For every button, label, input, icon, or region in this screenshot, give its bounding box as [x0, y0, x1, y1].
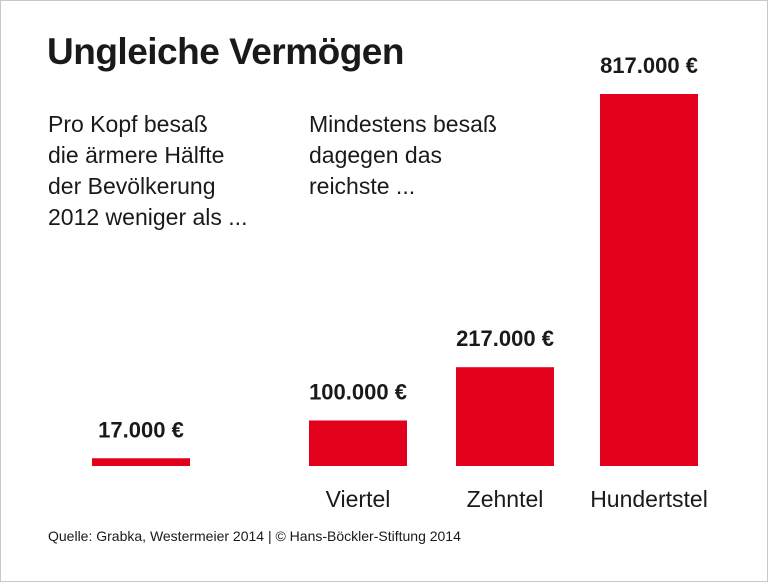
intro-right-line: dagegen das [309, 142, 443, 168]
bar-viertel [309, 420, 407, 466]
intro-text-poorer-half: Pro Kopf besaß die ärmere Hälfte der Bev… [48, 109, 247, 233]
bar-lower-half [92, 458, 190, 466]
intro-left-line: 2012 weniger als ... [48, 204, 248, 230]
category-label: Zehntel [467, 486, 544, 512]
bar-value-label: 817.000 € [600, 53, 698, 78]
intro-left-line: der Bevölkerung [48, 173, 216, 199]
bar-value-label: 217.000 € [456, 326, 554, 351]
intro-left-line: Pro Kopf besaß [48, 111, 208, 137]
intro-right-line: reichste ... [309, 173, 416, 199]
intro-text-richest: Mindestens besaß dagegen das reichste ..… [309, 109, 497, 202]
bar-zehntel [456, 367, 554, 466]
bar-value-label: 17.000 € [98, 417, 184, 442]
bar-hundertstel [600, 94, 698, 466]
intro-right-line: Mindestens besaß [309, 111, 497, 137]
category-label: Hundertstel [590, 486, 708, 512]
source-note: Quelle: Grabka, Westermeier 2014 | © Han… [48, 528, 461, 544]
category-label: Viertel [326, 486, 391, 512]
intro-left-line: die ärmere Hälfte [48, 142, 225, 168]
chart-title: Ungleiche Vermögen [47, 31, 405, 72]
bar-value-label: 100.000 € [309, 379, 407, 404]
